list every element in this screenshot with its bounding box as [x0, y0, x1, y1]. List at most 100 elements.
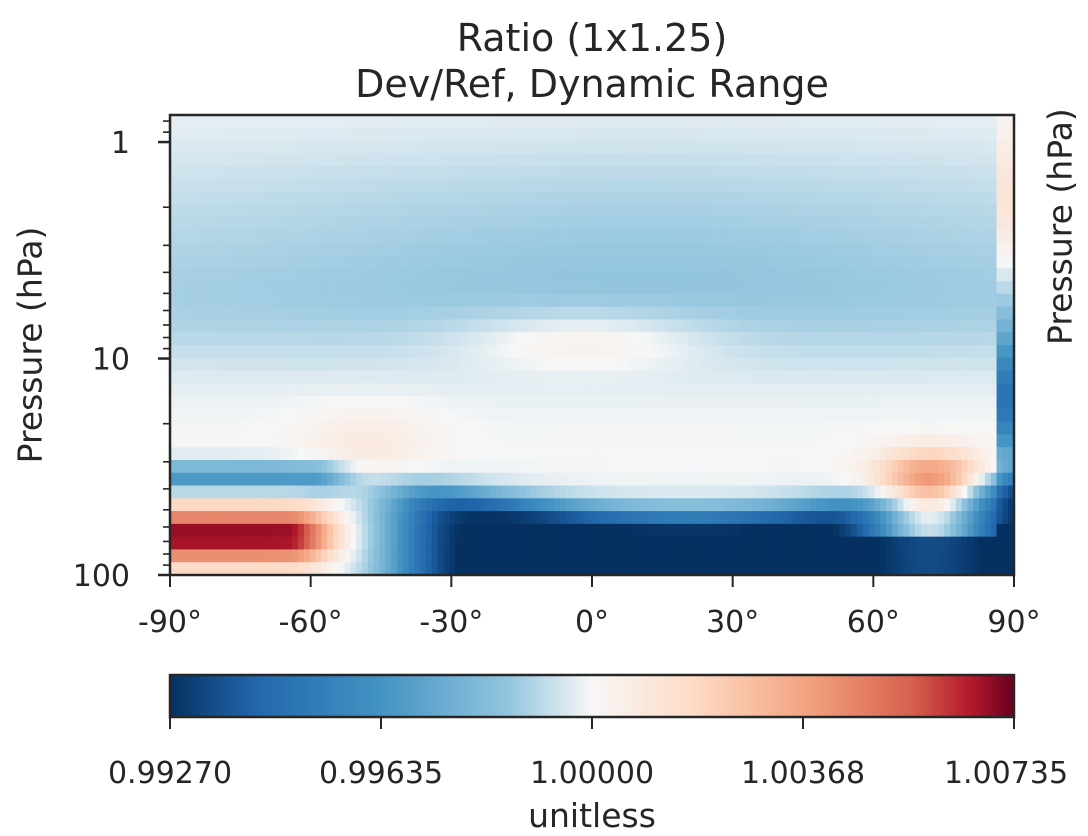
heatmap-cell [478, 549, 485, 563]
heatmap-cell [728, 511, 736, 525]
heatmap-cell [571, 217, 579, 231]
heatmap-cell [414, 281, 421, 295]
heatmap-cell [676, 332, 683, 346]
heatmap-cell [199, 115, 206, 129]
heatmap-cell [268, 191, 276, 206]
heatmap-cell [484, 230, 491, 244]
heatmap-cell [897, 268, 905, 282]
heatmap-cell [367, 293, 375, 308]
heatmap-cell [268, 549, 276, 563]
heatmap-cell [251, 536, 258, 551]
heatmap-cell [193, 127, 200, 142]
heatmap-cell [193, 345, 200, 359]
heatmap-cell [676, 230, 683, 244]
heatmap-cell [332, 383, 340, 397]
heatmap-cell [268, 140, 276, 154]
heatmap-cell [944, 460, 951, 474]
heatmap-cell [338, 242, 346, 257]
heatmap-cell [711, 166, 718, 180]
heatmap-cell [420, 472, 427, 487]
heatmap-cell [798, 153, 806, 167]
heatmap-cell [222, 127, 229, 142]
heatmap-cell [356, 153, 363, 167]
heatmap-cell [839, 268, 846, 282]
heatmap-cell [408, 434, 416, 448]
heatmap-cell [664, 217, 672, 231]
heatmap-cell [920, 166, 928, 180]
heatmap-cell [920, 396, 928, 410]
heatmap-cell [420, 127, 427, 142]
heatmap-cell [990, 153, 998, 167]
heatmap-cell [234, 357, 241, 372]
heatmap-cell [280, 523, 288, 538]
heatmap-cell [1008, 306, 1015, 321]
heatmap-cell [781, 383, 788, 397]
heatmap-cell [397, 319, 404, 333]
heatmap-cell [239, 523, 247, 538]
heatmap-cell [647, 166, 654, 180]
heatmap-cell [303, 485, 311, 499]
heatmap-cell [670, 115, 677, 129]
heatmap-cell [577, 293, 584, 308]
heatmap-cell [577, 115, 584, 129]
heatmap-cell [676, 408, 683, 423]
heatmap-cell [367, 140, 375, 154]
heatmap-cell [204, 191, 212, 206]
heatmap-cell [577, 140, 584, 154]
heatmap-cell [338, 319, 346, 333]
heatmap-cell [309, 191, 317, 206]
heatmap-cell [752, 396, 759, 410]
heatmap-cell [367, 345, 375, 359]
heatmap-cell [781, 408, 788, 423]
heatmap-cell [344, 434, 352, 448]
heatmap-cell [565, 293, 573, 308]
heatmap-cell [851, 115, 858, 129]
heatmap-cell [845, 396, 852, 410]
heatmap-cell [443, 242, 450, 257]
heatmap-cell [932, 434, 939, 448]
heatmap-cell [327, 319, 334, 333]
heatmap-cell [577, 345, 584, 359]
heatmap-cell [798, 396, 806, 410]
heatmap-cell [408, 255, 416, 269]
heatmap-cell [362, 357, 369, 372]
heatmap-cell [466, 230, 474, 244]
heatmap-cell [181, 370, 189, 384]
heatmap-cell [402, 115, 410, 129]
heatmap-cell [944, 230, 951, 244]
heatmap-cell [827, 498, 835, 512]
heatmap-cell [856, 498, 864, 512]
heatmap-cell [949, 523, 957, 538]
heatmap-cell [618, 306, 625, 321]
heatmap-cell [827, 178, 835, 193]
heatmap-cell [798, 166, 806, 180]
heatmap-cell [362, 332, 369, 346]
heatmap-cell [781, 447, 788, 461]
heatmap-cell [647, 498, 654, 512]
heatmap-cell [845, 511, 852, 525]
heatmap-cell [350, 332, 357, 346]
heatmap-cell [856, 460, 864, 474]
heatmap-cell [885, 204, 893, 218]
heatmap-cell [1002, 332, 1009, 346]
heatmap-cell [594, 242, 602, 257]
heatmap-cell [973, 472, 980, 487]
heatmap-cell [234, 153, 241, 167]
heatmap-cell [344, 357, 352, 372]
heatmap-cell [455, 255, 462, 269]
heatmap-cell [379, 523, 386, 538]
heatmap-cell [920, 217, 928, 231]
heatmap-cell [816, 485, 823, 499]
heatmap-cell [961, 434, 969, 448]
heatmap-cell [816, 293, 823, 308]
heatmap-cell [699, 115, 707, 129]
heatmap-cell [629, 191, 637, 206]
heatmap-cell [752, 178, 759, 193]
heatmap-cell [234, 498, 241, 512]
heatmap-cell [763, 536, 771, 551]
heatmap-cell [274, 345, 282, 359]
heatmap-cell [309, 166, 317, 180]
heatmap-cell [239, 178, 247, 193]
heatmap-cell [967, 472, 974, 487]
heatmap-cell [804, 127, 811, 142]
